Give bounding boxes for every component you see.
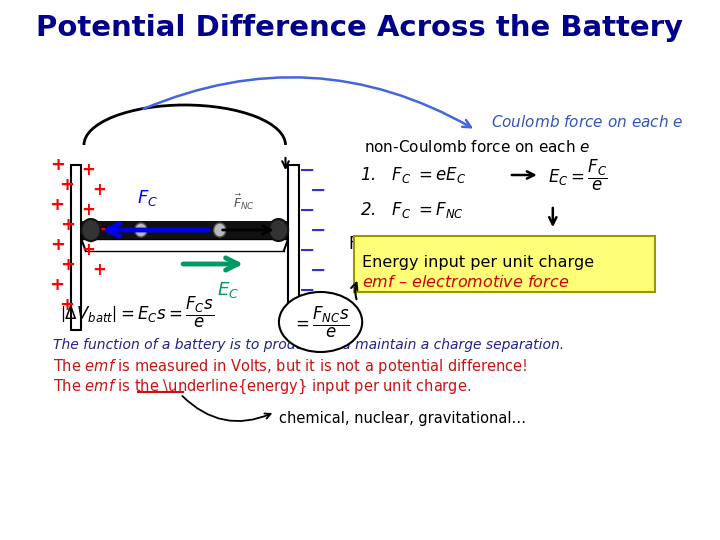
Text: Fully charged battery.: Fully charged battery. [349, 235, 528, 253]
Text: 1.   $F_C\ =eE_C$: 1. $F_C\ =eE_C$ [360, 165, 467, 185]
Text: $= \dfrac{F_{NC} s}{e}$: $= \dfrac{F_{NC} s}{e}$ [292, 305, 349, 340]
Text: Coulomb force on each $e$: Coulomb force on each $e$ [492, 114, 684, 130]
Text: $E_C = \dfrac{F_C}{e}$: $E_C = \dfrac{F_C}{e}$ [549, 157, 608, 193]
Text: 2.   $F_C\ =F_{NC}$: 2. $F_C\ =F_{NC}$ [360, 200, 464, 220]
Text: +: + [59, 176, 74, 194]
Text: $F_C$: $F_C$ [138, 188, 158, 208]
Ellipse shape [279, 292, 362, 352]
Text: +: + [92, 221, 106, 239]
Text: +: + [49, 276, 64, 294]
FancyBboxPatch shape [354, 236, 655, 292]
Text: The function of a battery is to produce and maintain a charge separation.: The function of a battery is to produce … [53, 338, 564, 352]
Bar [288, 165, 299, 330]
Text: The $emf$ is measured in Volts, but it is not a potential difference!: The $emf$ is measured in Volts, but it i… [53, 357, 528, 376]
Text: −: − [300, 280, 315, 300]
Text: chemical, nuclear, gravitational…: chemical, nuclear, gravitational… [279, 410, 526, 426]
Text: −: − [310, 260, 326, 280]
Text: +: + [81, 161, 95, 179]
Text: $E_C$: $E_C$ [217, 280, 240, 300]
Text: Potential Difference Across the Battery: Potential Difference Across the Battery [37, 14, 683, 42]
Circle shape [135, 223, 147, 237]
Bar [81, 221, 288, 239]
Circle shape [269, 219, 288, 241]
Text: +: + [81, 201, 95, 219]
Text: −: − [300, 240, 315, 260]
Bar [71, 165, 81, 330]
Text: +: + [50, 236, 65, 254]
Text: Energy input per unit charge: Energy input per unit charge [361, 254, 594, 269]
Text: non-Coulomb force on each $e$: non-Coulomb force on each $e$ [364, 139, 591, 155]
Text: +: + [81, 241, 95, 259]
Text: −: − [310, 180, 326, 199]
Text: −: − [300, 200, 315, 219]
Text: +: + [60, 256, 75, 274]
Text: +: + [59, 296, 74, 314]
Text: +: + [49, 196, 64, 214]
Text: $\left|\Delta V_{batt}\right| = E_C s = \dfrac{F_C s}{e}$: $\left|\Delta V_{batt}\right| = E_C s = … [60, 294, 215, 329]
Text: +: + [50, 156, 65, 174]
Text: −: − [310, 220, 326, 240]
Circle shape [81, 219, 101, 241]
Circle shape [214, 223, 226, 237]
Text: +: + [60, 216, 75, 234]
Text: $emf$ – electromotive force: $emf$ – electromotive force [361, 274, 569, 290]
Text: +: + [92, 181, 106, 199]
Text: $\vec{F}_{NC}$: $\vec{F}_{NC}$ [233, 193, 256, 212]
Text: The $emf$ is the \underline{energy} input per unit charge.: The $emf$ is the \underline{energy} inpu… [53, 378, 472, 396]
Text: −: − [300, 160, 315, 179]
Text: +: + [92, 261, 106, 279]
